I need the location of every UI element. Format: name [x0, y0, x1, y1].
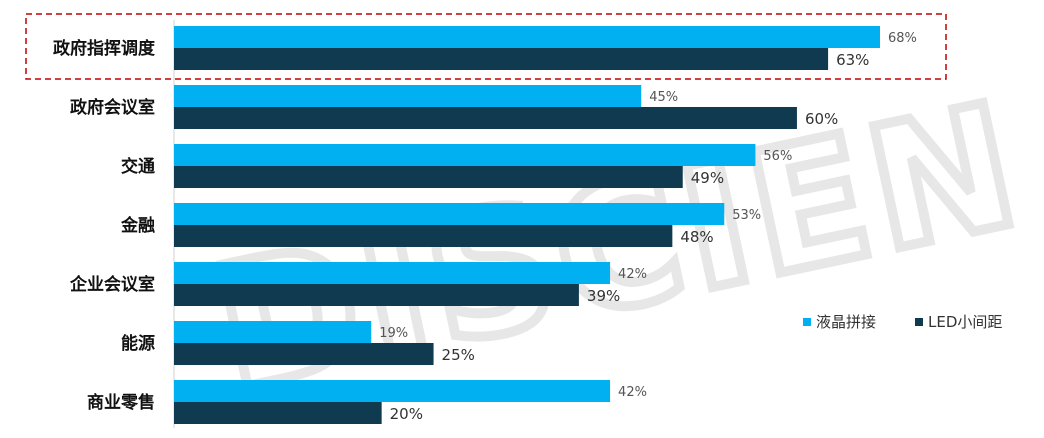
bar-led — [174, 343, 434, 365]
legend-label-led: LED小间距 — [928, 313, 1002, 331]
legend-swatch-led — [915, 318, 923, 326]
data-label-led: 49% — [691, 169, 724, 187]
bar-led — [174, 402, 382, 424]
category-label: 金融 — [120, 215, 155, 236]
category-label: 交通 — [121, 156, 155, 177]
bar-led — [174, 48, 829, 70]
data-label-lcd: 56% — [763, 149, 792, 164]
legend-label-lcd: 液晶拼接 — [816, 313, 876, 331]
category-label: 企业会议室 — [69, 274, 155, 295]
bar-lcd — [174, 26, 880, 48]
bar-lcd — [174, 321, 372, 343]
bar-led — [174, 284, 579, 306]
data-label-lcd: 53% — [732, 208, 761, 223]
bar-lcd — [174, 144, 756, 166]
bar-lcd — [174, 380, 611, 402]
category-label: 商业零售 — [87, 392, 155, 413]
data-label-lcd: 45% — [649, 90, 678, 105]
data-label-led: 60% — [805, 110, 838, 128]
data-label-led: 25% — [442, 346, 475, 364]
highlight-box — [25, 13, 947, 80]
data-label-led: 20% — [390, 405, 423, 423]
bar-led — [174, 166, 683, 188]
bar-lcd — [174, 262, 611, 284]
bar-led — [174, 225, 673, 247]
data-label-led: 48% — [680, 228, 713, 246]
bar-lcd — [174, 85, 642, 107]
bar-lcd — [174, 203, 725, 225]
data-label-lcd: 42% — [618, 385, 647, 400]
data-label-lcd: 68% — [888, 31, 917, 46]
data-label-lcd: 19% — [379, 326, 408, 341]
category-label: 政府会议室 — [70, 97, 155, 118]
category-label: 政府指挥调度 — [53, 38, 156, 59]
bar-led — [174, 107, 797, 129]
data-label-lcd: 42% — [618, 267, 647, 282]
legend-swatch-lcd — [803, 318, 811, 326]
bars-group — [174, 26, 880, 424]
labels-group: 政府指挥调度 68% 63% 政府会议室 45% 60% 交通 56% 49% 金融 53% 48% 企… — [53, 31, 917, 423]
category-label: 能源 — [121, 333, 155, 354]
data-label-led: 39% — [587, 287, 620, 305]
data-label-led: 63% — [836, 51, 869, 69]
legend: 液晶拼接 LED小间距 — [803, 313, 1002, 331]
